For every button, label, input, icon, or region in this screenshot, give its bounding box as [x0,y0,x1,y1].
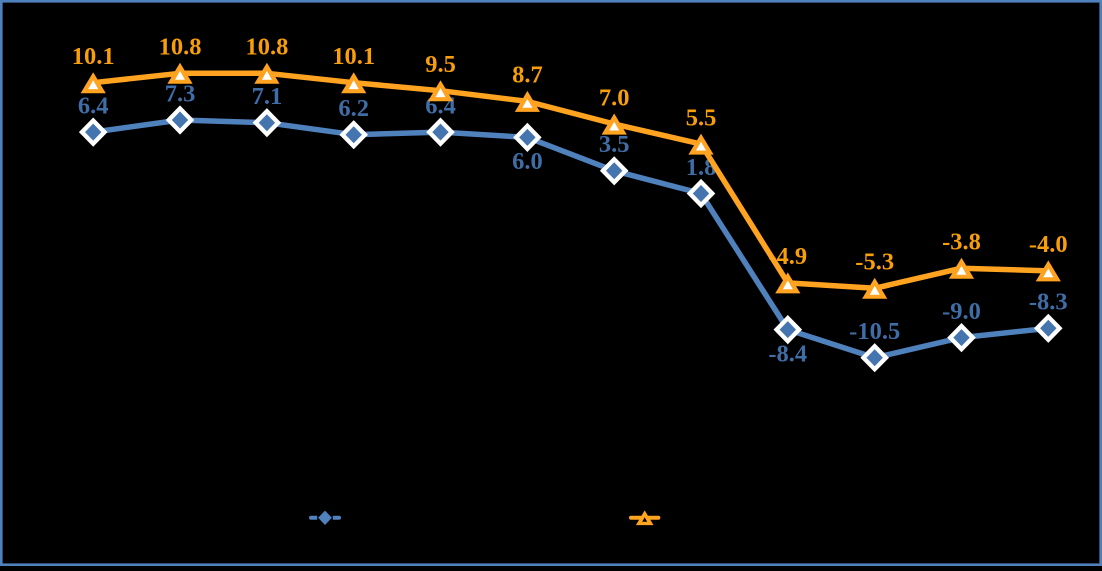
svg-text:10.1: 10.1 [72,43,115,70]
svg-text:8.7: 8.7 [512,62,543,89]
svg-text:10.8: 10.8 [245,34,288,61]
svg-text:10.1: 10.1 [332,43,375,70]
svg-text:-10.5: -10.5 [849,318,900,345]
svg-text:7.3: 7.3 [165,80,196,107]
svg-text:5.5: 5.5 [686,104,717,131]
svg-text:-8.4: -8.4 [768,340,807,367]
svg-text:7.0: 7.0 [599,84,630,111]
svg-text:-5.3: -5.3 [855,249,894,276]
svg-text:10.8: 10.8 [159,34,202,61]
svg-text:9.5: 9.5 [425,51,456,78]
svg-text:6.4: 6.4 [78,92,109,119]
svg-text:7.1: 7.1 [252,83,283,110]
svg-text:-9.0: -9.0 [942,298,981,325]
svg-text:-3.8: -3.8 [942,229,981,256]
svg-text:-8.3: -8.3 [1029,289,1068,316]
svg-text:-4.0: -4.0 [1029,231,1068,258]
svg-text:3.5: 3.5 [599,131,630,158]
svg-text:6.2: 6.2 [338,95,369,122]
svg-text:6.0: 6.0 [512,148,543,175]
